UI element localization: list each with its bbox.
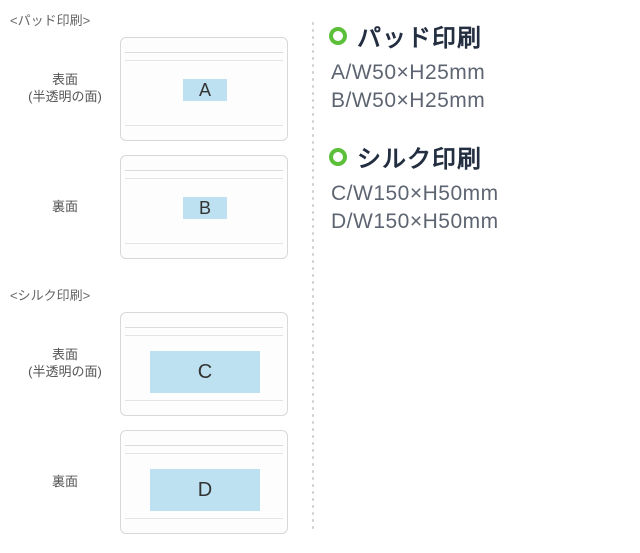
bullet-icon: [329, 148, 347, 166]
card-a: A: [120, 37, 288, 141]
row-label-b: 裏面: [10, 199, 120, 216]
card-line: [125, 170, 283, 171]
card-line: [125, 178, 283, 179]
spec-line: D/W150×H50mm: [331, 210, 630, 234]
card-line: [125, 518, 283, 519]
root: <パッド印刷> 表面 (半透明の面) A 裏面 B: [0, 0, 640, 553]
card-d: D: [120, 430, 288, 534]
card-b: B: [120, 155, 288, 259]
card-line: [125, 60, 283, 61]
print-area-letter: D: [198, 479, 212, 502]
print-area-letter: A: [199, 80, 211, 101]
diagram-row: 裏面 D: [10, 430, 305, 534]
diagram-row: 表面 (半透明の面) C: [10, 312, 305, 416]
section-title-silk: <シルク印刷>: [10, 285, 305, 304]
spec-title-pad: パッド印刷: [357, 18, 482, 53]
bullet-icon: [329, 27, 347, 45]
row-label-c: 表面 (半透明の面): [10, 347, 120, 381]
spec-line: C/W150×H50mm: [331, 182, 630, 206]
card-line: [125, 327, 283, 328]
spec-line: A/W50×H25mm: [331, 61, 630, 85]
print-area-d: D: [150, 469, 260, 511]
left-column: <パッド印刷> 表面 (半透明の面) A 裏面 B: [0, 0, 305, 553]
dotted-divider: [311, 20, 315, 533]
print-area-letter: B: [199, 198, 211, 219]
card-line: [125, 125, 283, 126]
diagram-row: 裏面 B: [10, 155, 305, 259]
card-line: [125, 453, 283, 454]
card-c: C: [120, 312, 288, 416]
spec-head: パッド印刷: [329, 18, 630, 53]
card-line: [125, 243, 283, 244]
diagram-row: 表面 (半透明の面) A: [10, 37, 305, 141]
card-line: [125, 445, 283, 446]
spec-title-silk: シルク印刷: [357, 139, 482, 174]
print-area-letter: C: [198, 361, 212, 384]
card-line: [125, 400, 283, 401]
spec-block-pad: パッド印刷 A/W50×H25mm B/W50×H25mm: [329, 18, 630, 113]
row-label-a: 表面 (半透明の面): [10, 72, 120, 106]
print-area-c: C: [150, 351, 260, 393]
row-label-d: 裏面: [10, 474, 120, 491]
card-line: [125, 52, 283, 53]
print-area-a: A: [183, 79, 227, 101]
card-line: [125, 335, 283, 336]
section-title-pad: <パッド印刷>: [10, 10, 305, 29]
spec-line: B/W50×H25mm: [331, 89, 630, 113]
spec-head: シルク印刷: [329, 139, 630, 174]
print-area-b: B: [183, 197, 227, 219]
spec-block-silk: シルク印刷 C/W150×H50mm D/W150×H50mm: [329, 139, 630, 234]
right-column: パッド印刷 A/W50×H25mm B/W50×H25mm シルク印刷 C/W1…: [329, 0, 640, 553]
